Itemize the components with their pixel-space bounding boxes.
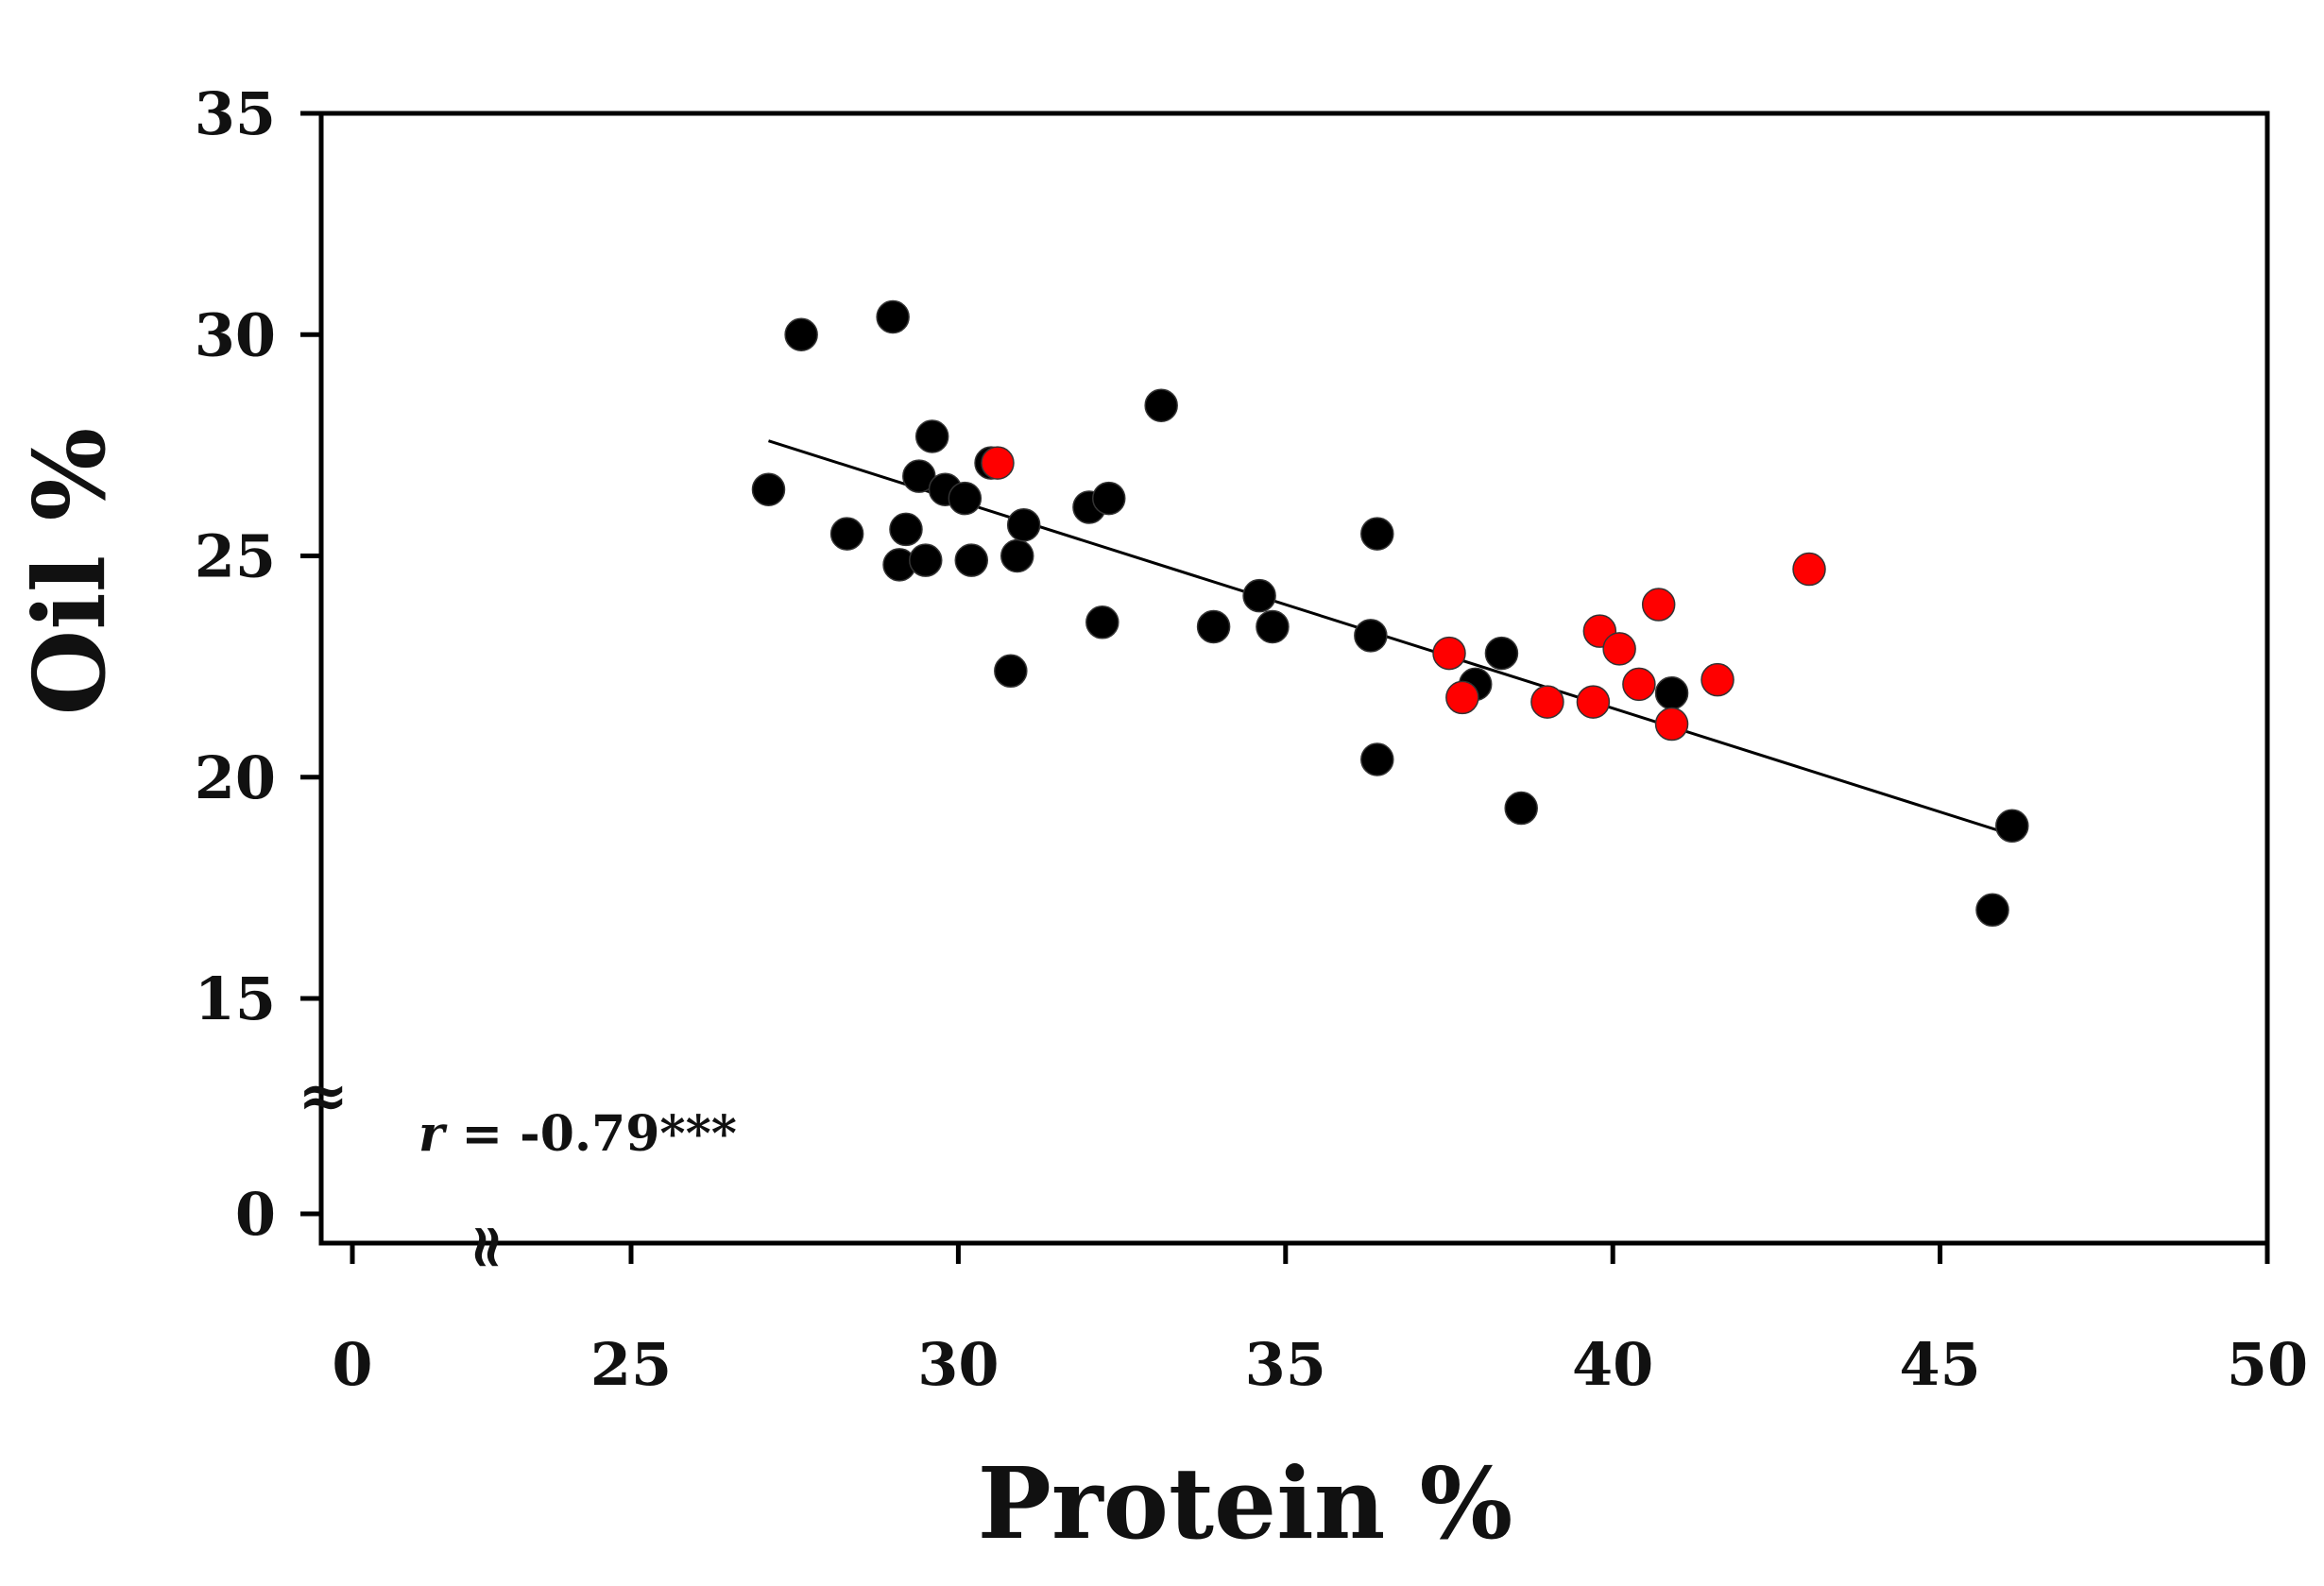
black-data-point: [1085, 605, 1119, 640]
x-tick-label: 45: [1899, 1330, 1980, 1399]
y-tick-label: 25: [195, 522, 276, 591]
red-data-point: [1445, 680, 1479, 715]
red-data-point: [1432, 636, 1466, 671]
black-data-point: [751, 472, 786, 506]
y-tick-label: 15: [195, 964, 276, 1033]
red-data-point: [1622, 667, 1656, 702]
x-axis-ticks: 0 25 30 35 40 45 50: [332, 1243, 2308, 1399]
red-data-point: [1700, 662, 1734, 697]
black-data-point: [876, 299, 910, 334]
r-value: = -0.79***: [444, 1105, 737, 1163]
y-tick-label: 35: [195, 79, 276, 148]
x-tick-label: 30: [917, 1330, 999, 1399]
black-data-point: [1504, 791, 1538, 826]
black-data-point: [1354, 619, 1388, 653]
red-data-point: [1641, 588, 1676, 622]
black-data-point: [1360, 742, 1394, 776]
black-data-point: [1360, 517, 1394, 551]
x-axis-title: Protein %: [978, 1445, 1513, 1561]
y-axis-ticks: 0 15 20 25 30 35: [195, 79, 321, 1249]
black-data-point: [1000, 538, 1034, 573]
correlation-annotation: r = -0.79***: [419, 1105, 737, 1163]
black-data-point: [1975, 893, 2009, 928]
black-data-point: [909, 543, 943, 577]
black-data-point: [1995, 809, 2029, 844]
x-tick-label: 0: [332, 1330, 372, 1399]
black-data-point: [1654, 675, 1689, 710]
y-axis-break-symbol: ≈: [298, 1061, 349, 1132]
y-tick-label: 20: [195, 743, 276, 812]
black-data-point: [1242, 578, 1276, 613]
red-data-point: [1576, 685, 1611, 719]
red-data-point: [1530, 685, 1564, 719]
data-points: [751, 299, 2029, 928]
y-axis-title: Oil %: [11, 428, 128, 716]
black-data-point: [1091, 481, 1126, 516]
y-tick-label: 0: [235, 1180, 276, 1249]
plot-frame: [318, 111, 2270, 1246]
x-axis-break-symbol: ≈: [453, 1221, 523, 1272]
red-data-point: [1654, 707, 1689, 742]
black-data-point: [954, 543, 989, 577]
red-data-point: [1792, 552, 1826, 587]
black-data-point: [1196, 609, 1231, 644]
x-tick-label: 40: [1572, 1330, 1653, 1399]
black-data-point: [1484, 636, 1519, 671]
black-data-point: [914, 419, 949, 453]
black-data-point: [889, 512, 923, 547]
x-tick-label: 35: [1245, 1330, 1326, 1399]
y-tick-label: 30: [195, 300, 276, 369]
x-tick-label: 50: [2227, 1330, 2308, 1399]
black-data-point: [829, 517, 864, 551]
black-data-point: [1256, 609, 1290, 644]
black-data-point: [784, 317, 818, 351]
r-symbol: r: [419, 1105, 448, 1163]
black-data-point: [1006, 507, 1041, 542]
black-data-point: [994, 654, 1028, 689]
black-data-point: [948, 481, 983, 516]
x-tick-label: 25: [590, 1330, 672, 1399]
red-data-point: [981, 446, 1015, 480]
red-data-point: [1602, 632, 1636, 666]
black-data-point: [1144, 388, 1178, 422]
